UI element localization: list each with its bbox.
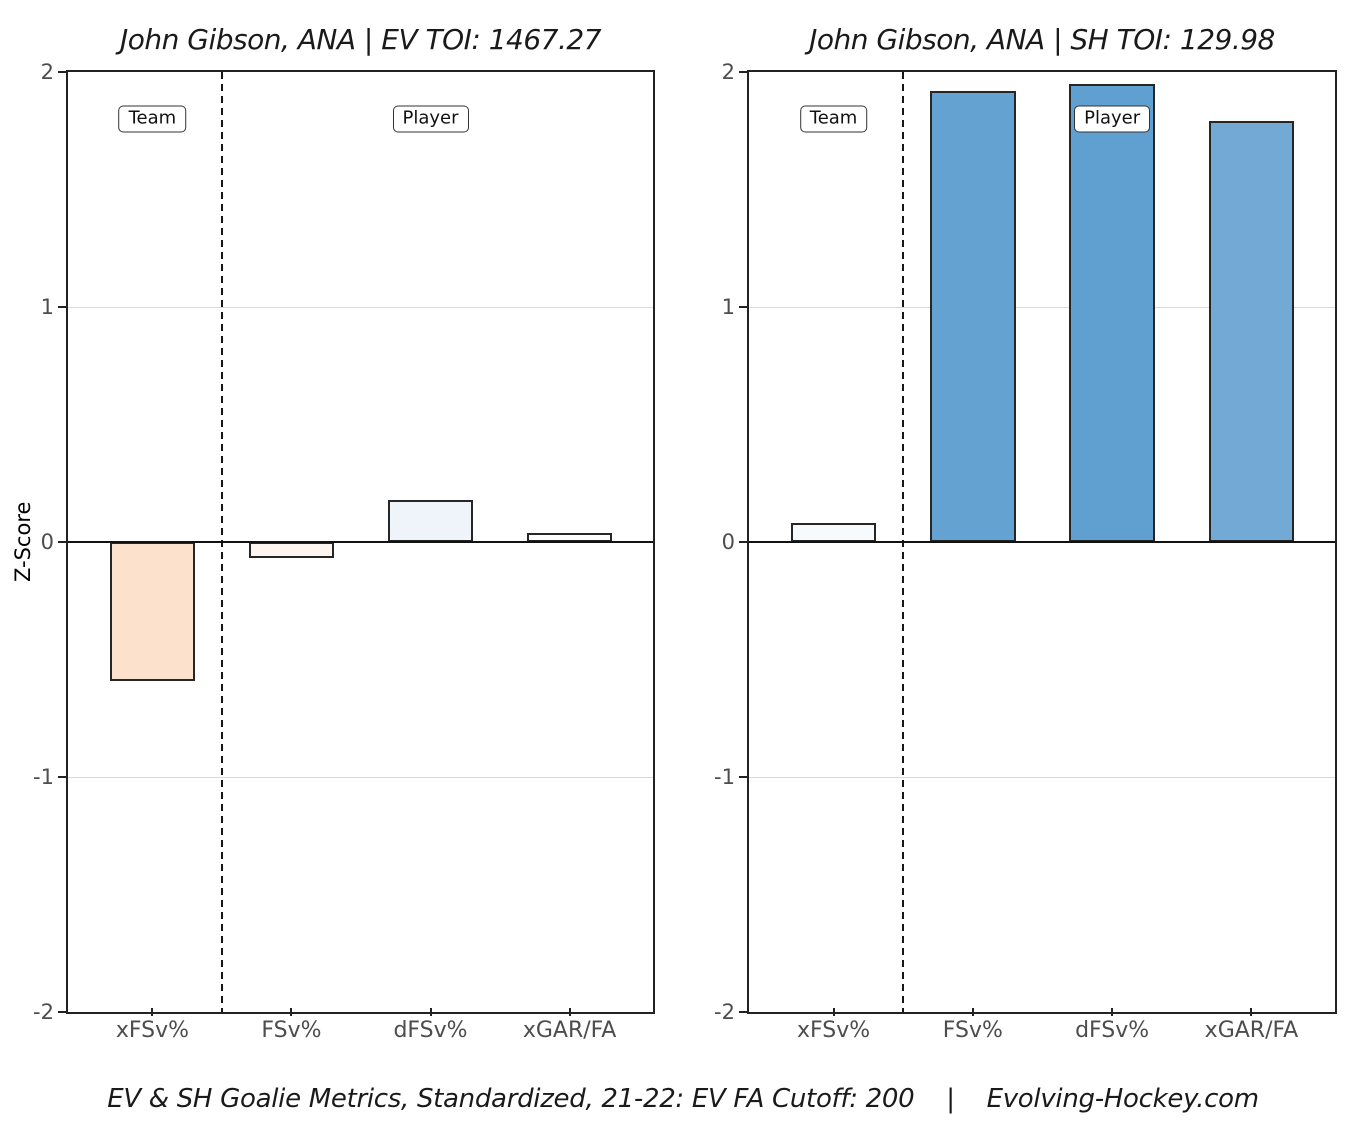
y-tick-mark [739,776,747,778]
y-tick-mark [58,776,66,778]
x-tick-mark [1111,1008,1114,1016]
gridline-y-1 [749,776,1335,778]
x-tick-label-dfsv: dFSv% [393,1018,468,1043]
x-tick-mark [832,1008,835,1016]
caption: EV & SH Goalie Metrics, Standardized, 21… [107,1084,1259,1114]
x-tick-label-fsv: FSv% [261,1018,322,1043]
y-tick-label: -2 [33,1000,54,1024]
zero-line [749,541,1335,543]
y-tick-label: 1 [40,295,54,319]
zero-line [68,541,653,543]
x-tick-mark [1250,1008,1253,1016]
gridline-y1 [749,306,1335,308]
plot-area-sh: Team Player 2 1 0 -1 -2 xFSv% FSv% dFSv% xGAR/FA [714,60,1337,1043]
x-tick-label-xfsv: xFSv% [796,1018,871,1043]
x-tick-label-xgarfa: xGAR/FA [522,1018,617,1043]
y-tick-mark [739,541,747,543]
y-tick-label: 2 [40,60,54,84]
y-tick-mark [739,306,747,308]
plot-area-ev: Team Player 2 1 0 -1 -2 xFSv% FSv% dFSv% xGAR/FA [33,60,655,1043]
player-label: Player [1074,105,1151,133]
x-tick-mark [568,1008,571,1016]
bar-xfsv [790,523,877,542]
x-tick-label-xgarfa: xGAR/FA [1204,1018,1299,1043]
bar-dfsv [387,499,474,542]
y-tick-label: -2 [714,1000,735,1024]
bar-fsv [930,90,1016,542]
y-tick-mark [58,541,66,543]
bar-xgarfa [1208,121,1295,542]
gridline-y-1 [68,776,653,778]
bar-xgarfa [526,532,613,542]
x-tick-mark [290,1008,293,1016]
bar-dfsv [1069,83,1155,542]
y-tick-mark [58,71,66,73]
x-tick-label-dfsv: dFSv% [1075,1018,1150,1043]
x-tick-mark [429,1008,432,1016]
bar-fsv [248,542,335,559]
x-tick-mark [971,1008,974,1016]
y-tick-mark [739,71,747,73]
x-tick-mark [151,1008,154,1016]
y-tick-label: -1 [33,765,54,789]
chart-title-ev: John Gibson, ANA | EV TOI: 1467.27 [119,22,602,56]
y-tick-label: -1 [714,765,735,789]
team-label: Team [118,105,187,133]
gridline-y1 [68,306,653,308]
y-tick-mark [58,1011,66,1013]
y-tick-label: 0 [40,530,54,554]
x-tick-label-xfsv: xFSv% [115,1018,189,1043]
chart-title-sh: John Gibson, ANA | SH TOI: 129.98 [809,22,1275,56]
player-label: Player [392,105,469,133]
y-tick-mark [739,1011,747,1013]
y-tick-label: 0 [721,530,735,554]
y-tick-label: 1 [721,295,735,319]
team-label: Team [799,105,868,133]
y-tick-label: 2 [721,60,735,84]
x-tick-label-fsv: FSv% [942,1018,1003,1043]
bar-xfsv [109,542,196,681]
y-tick-mark [58,306,66,308]
